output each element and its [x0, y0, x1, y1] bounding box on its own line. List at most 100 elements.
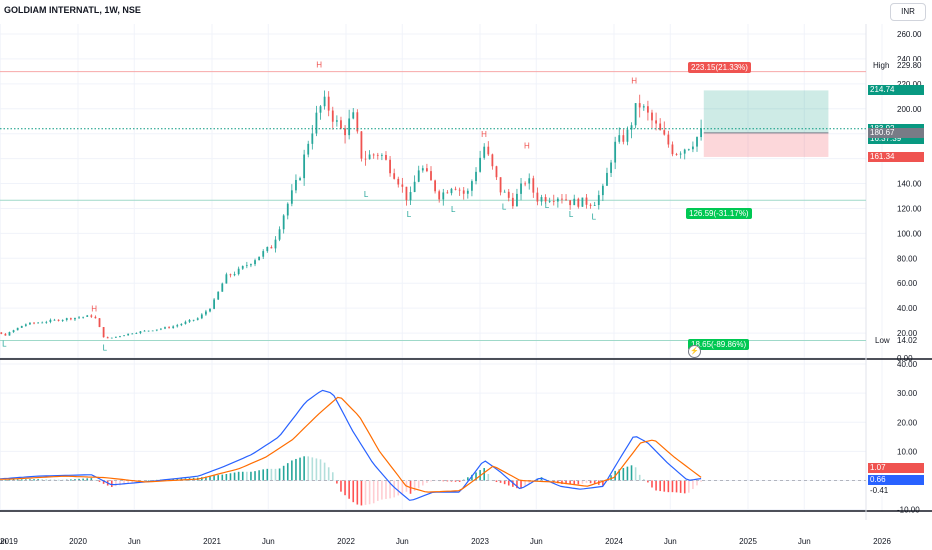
candle-body: [250, 264, 252, 266]
macd-histogram-bar: [291, 460, 293, 481]
pivot-label: H: [316, 61, 322, 70]
macd-histogram-bar: [581, 480, 584, 484]
macd-histogram-bar: [266, 468, 269, 481]
candle-body: [213, 299, 216, 309]
target-label-low: 18.65(-89.86%): [688, 338, 750, 350]
macd-histogram-bar: [303, 456, 305, 481]
macd-histogram-bar: [37, 479, 39, 481]
candle-body: [164, 327, 166, 329]
lightning-icon[interactable]: ⚡: [688, 345, 701, 358]
pivot-label: H: [91, 305, 97, 314]
time-tick-label: 2026: [873, 537, 891, 546]
candle-body: [90, 315, 93, 317]
macd-histogram-bar: [467, 477, 469, 481]
macd-histogram-bar: [507, 480, 510, 486]
macd-histogram-bar: [364, 480, 367, 505]
high-label: High: [873, 60, 890, 70]
candle-body: [364, 158, 367, 160]
candle-body: [16, 327, 19, 331]
macd-histogram-bar: [524, 480, 526, 487]
candle-body: [622, 135, 625, 142]
time-tick-label: 2022: [337, 537, 355, 546]
macd-histogram-bar: [131, 480, 134, 483]
macd-histogram-bar: [622, 467, 625, 481]
candle-body: [53, 319, 56, 321]
macd-histogram-bar: [683, 480, 686, 494]
macd-histogram-bar: [356, 480, 359, 505]
candle-body: [188, 319, 191, 322]
candle-body: [258, 256, 261, 261]
candle-body: [659, 123, 662, 131]
macd-histogram-bar: [638, 474, 641, 481]
candle-body: [98, 318, 101, 328]
macd-histogram-bar: [102, 480, 105, 484]
macd-histogram-bar: [274, 468, 277, 481]
candle-body: [20, 325, 23, 328]
candle-body: [102, 327, 105, 338]
macd-histogram-bar: [454, 480, 457, 482]
pivot-label: H: [481, 130, 487, 139]
macd-histogram-bar: [659, 480, 661, 492]
candle-body: [221, 283, 224, 292]
macd-histogram-bar: [147, 480, 150, 481]
macd-histogram-bar: [241, 471, 244, 481]
candle-body: [29, 322, 31, 325]
candle-body: [462, 190, 465, 194]
candle-body: [601, 185, 604, 196]
macd-histogram-bar: [647, 480, 649, 483]
candle-body: [217, 291, 220, 300]
candle-body: [237, 268, 240, 275]
macd-histogram-bar: [430, 480, 432, 482]
candle-body: [323, 96, 326, 107]
candle-body: [618, 135, 621, 142]
candle-body: [78, 317, 80, 319]
candle-body: [286, 203, 289, 216]
target-label-up: 223.15(21.33%): [688, 61, 751, 73]
candle-body: [524, 183, 527, 185]
macd-histogram-bar: [634, 467, 637, 481]
candle-body: [577, 198, 580, 207]
macd-histogram-bar: [246, 471, 248, 481]
time-tick-label: Jun: [396, 537, 409, 546]
candle-body: [642, 106, 645, 108]
candle-body: [651, 112, 653, 121]
macd-histogram-bar: [360, 480, 363, 506]
macd-histogram-bar: [471, 474, 473, 481]
time-tick-label: Jun: [0, 537, 7, 546]
macd-histogram-bar: [352, 480, 355, 503]
currency-button[interactable]: INR: [890, 3, 926, 21]
macd-tick-label: 30.00: [897, 389, 918, 398]
candle-body: [520, 183, 522, 194]
position-profit-zone[interactable]: [703, 90, 829, 133]
macd-histogram-bar: [389, 480, 391, 499]
macd-tick-label: -10.00: [897, 506, 920, 515]
macd-histogram-bar: [675, 480, 678, 493]
pivot-label: L: [569, 210, 574, 219]
pivot-label: L: [364, 190, 369, 199]
macd-histogram-bar: [307, 456, 310, 481]
macd-histogram-bar: [385, 480, 387, 499]
candle-body: [556, 198, 559, 202]
pivot-label: L: [545, 201, 550, 210]
candle-body: [426, 168, 428, 172]
time-tick-label: 2023: [471, 537, 489, 546]
candle-body: [24, 324, 27, 326]
pivot-label: H: [631, 77, 637, 86]
candle-body: [614, 141, 617, 163]
macd-histogram-bar: [368, 480, 371, 505]
signal-value-tag: 1.07: [868, 463, 924, 474]
candle-body: [675, 154, 678, 155]
macd-histogram-bar: [692, 480, 694, 490]
candle-body: [389, 159, 391, 174]
macd-histogram-bar: [299, 457, 301, 481]
macd-histogram-bar: [512, 480, 514, 487]
macd-histogram-bar: [217, 475, 219, 481]
macd-histogram-bar: [499, 480, 502, 483]
macd-histogram-bar: [82, 478, 84, 481]
candle-body: [290, 190, 293, 204]
position-loss-zone[interactable]: [703, 132, 829, 157]
candle-body: [401, 184, 404, 187]
macd-histogram-bar: [33, 479, 35, 481]
candle-body: [110, 337, 113, 339]
